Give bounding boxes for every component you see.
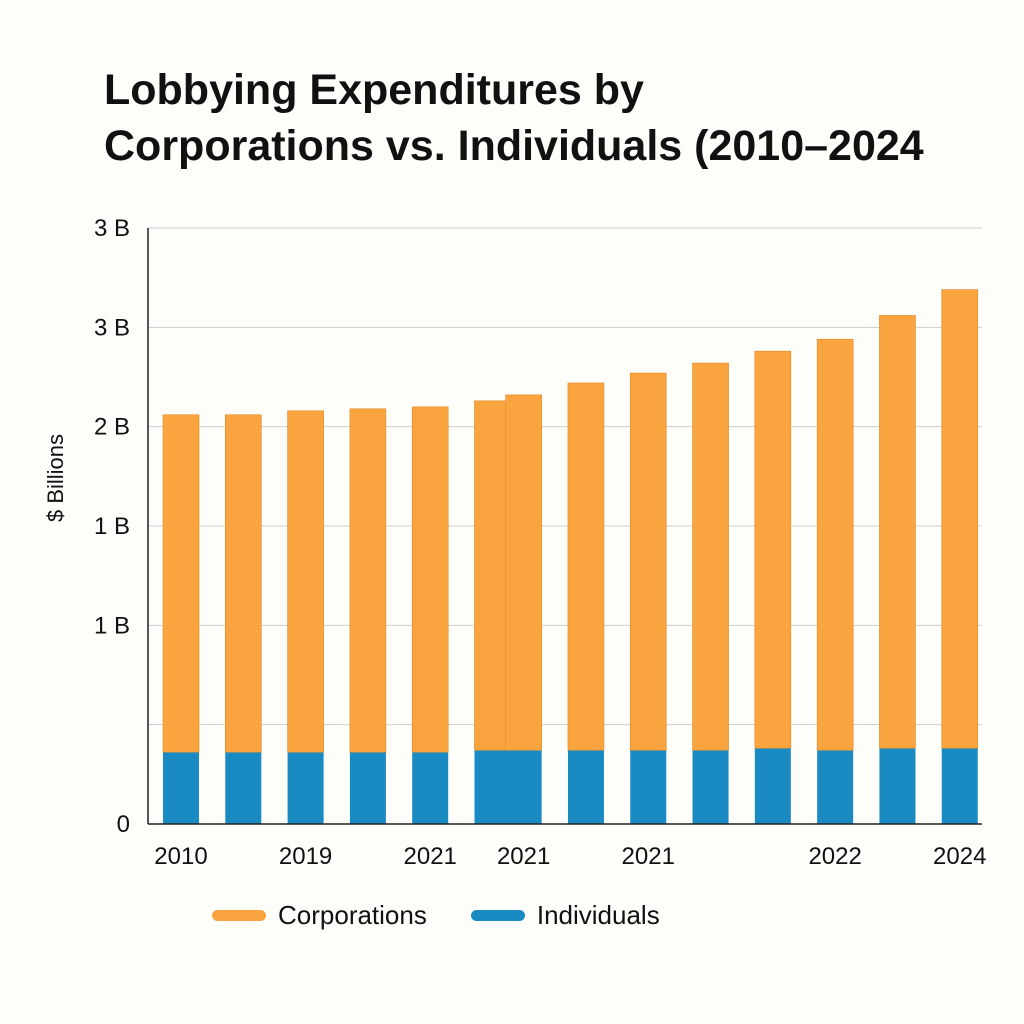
chart-title: Lobbying Expenditures by Corporations vs…: [104, 62, 1014, 174]
bar-corporations-8: [629, 372, 667, 751]
grid-layer: [148, 227, 982, 726]
bar-individuals-2: [287, 752, 324, 824]
bar-individuals-7: [567, 750, 604, 824]
bar-individuals-5: [474, 750, 511, 824]
bar-individuals-6: [505, 750, 542, 824]
bar-individuals-0: [163, 752, 199, 824]
bar-individuals-10: [754, 748, 791, 824]
y-tick-labels: 0 1 B 1 B 2 B 3 B 3 B: [94, 215, 130, 838]
x-tick-label-5: 2022: [808, 843, 861, 870]
x-tick-label-0: 2010: [154, 843, 207, 870]
legend-item-individuals: Individuals: [470, 900, 660, 931]
bar-corporations-9: [692, 362, 729, 751]
bar-corporations-3: [349, 408, 387, 753]
legend-label-corporations: Corporations: [278, 900, 427, 930]
x-tick-label-4: 2021: [622, 843, 675, 870]
chart-title-line-2: Corporations vs. Individuals (2010–2024: [104, 122, 924, 170]
bar-individuals-1: [225, 752, 262, 824]
bar-corporations-6: [505, 394, 542, 751]
chart-title-line-1: Lobbying Expenditures by: [104, 66, 644, 114]
bar-corporations-13: [941, 289, 979, 749]
bar-individuals-12: [879, 748, 916, 824]
bar-individuals-13: [941, 748, 978, 824]
bar-individuals-8: [630, 750, 667, 824]
legend-swatch-individuals: [470, 910, 525, 921]
bar-individuals-11: [817, 750, 854, 824]
bar-corporations-7: [567, 382, 605, 751]
y-tick-label-5: 3 B: [94, 215, 130, 242]
y-axis-label: $ Billions: [43, 434, 68, 522]
legend-label-individuals: Individuals: [536, 900, 660, 930]
x-tick-labels: 2010 2019 2021 2021 2021 2022 2024: [154, 843, 986, 870]
bar-individuals-3: [349, 752, 386, 824]
bar-corporations-12: [879, 315, 916, 749]
x-tick-label-3: 2021: [497, 843, 550, 870]
bar-individuals-9: [692, 750, 729, 824]
y-tick-label-3: 2 B: [94, 414, 130, 441]
bar-individuals-4: [412, 752, 449, 824]
axis-layer: [147, 228, 982, 825]
bar-corporations-11: [816, 338, 854, 751]
x-tick-label-1: 2019: [279, 843, 332, 870]
bar-corporations-5: [474, 400, 511, 751]
y-tick-label-0: 0: [117, 811, 130, 838]
y-tick-label-4: 3 B: [94, 314, 130, 341]
legend: Corporations Individuals: [212, 900, 704, 931]
legend-item-corporations: Corporations: [212, 900, 427, 931]
x-tick-label-2: 2021: [404, 843, 457, 870]
bar-corporations-2: [287, 410, 324, 753]
bar-corporations-4: [411, 406, 449, 753]
y-tick-label-2: 1 B: [94, 513, 130, 540]
x-tick-label-6: 2024: [933, 843, 986, 870]
y-tick-label-1: 1 B: [94, 612, 130, 639]
bar-corporations-10: [754, 350, 792, 749]
bars-layer: [162, 289, 979, 824]
legend-swatch-corporations: [212, 910, 266, 921]
bar-corporations-0: [162, 414, 200, 753]
bar-corporations-1: [225, 414, 262, 753]
